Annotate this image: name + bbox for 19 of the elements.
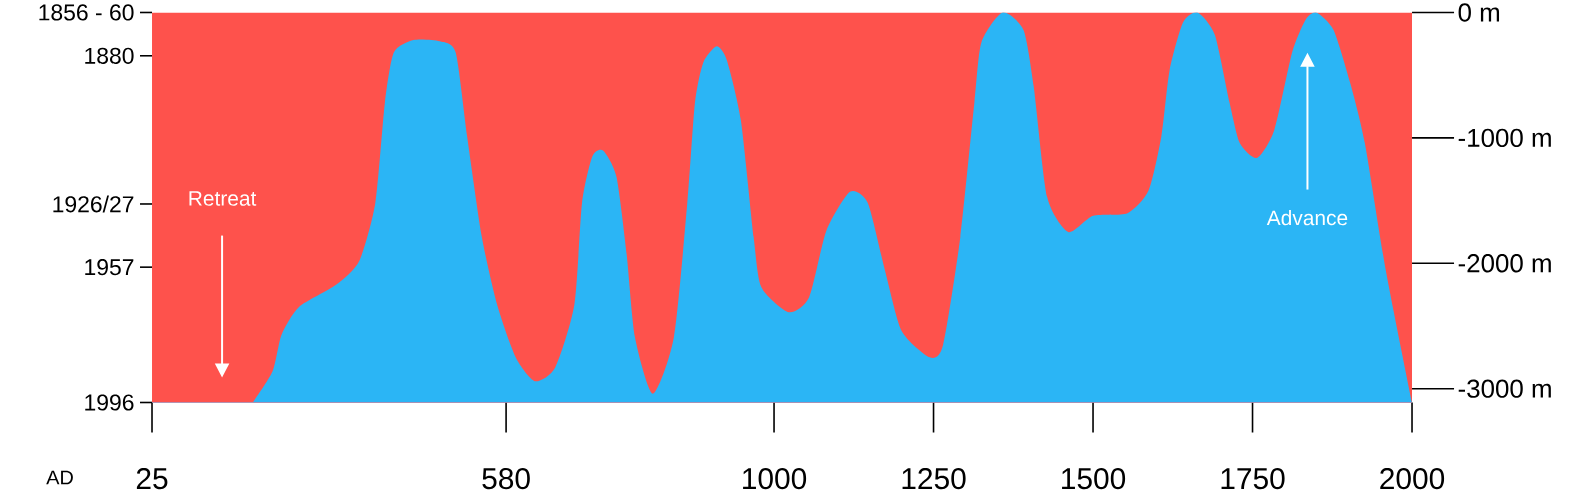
- x-tick-label: 1000: [743, 468, 807, 490]
- x-tick-label: 580: [482, 468, 530, 490]
- y-tick-label: -2000 m: [1458, 254, 1551, 273]
- x-axis-title: AD: [46, 470, 73, 485]
- y-tick-label: 0 m: [1458, 3, 1500, 22]
- annotation: Retreat: [189, 191, 257, 207]
- y-tick-label: -1000 m: [1458, 128, 1551, 148]
- text: 1957: [85, 259, 134, 276]
- x-tick-label: 25: [136, 468, 168, 490]
- x-tick-label: 1500: [1062, 468, 1126, 490]
- text: 1996: [85, 394, 134, 411]
- x-tick-label: 1750: [1221, 468, 1285, 490]
- text: 1856 - 60: [39, 4, 134, 21]
- x-tick-label: 1250: [902, 468, 966, 490]
- annotation: Advance: [1266, 210, 1348, 226]
- x-tick-label: 2000: [1380, 468, 1445, 490]
- y-tick-label: -3000 m: [1458, 379, 1551, 399]
- text: 1926/27: [53, 195, 134, 213]
- text: 1880: [85, 47, 134, 65]
